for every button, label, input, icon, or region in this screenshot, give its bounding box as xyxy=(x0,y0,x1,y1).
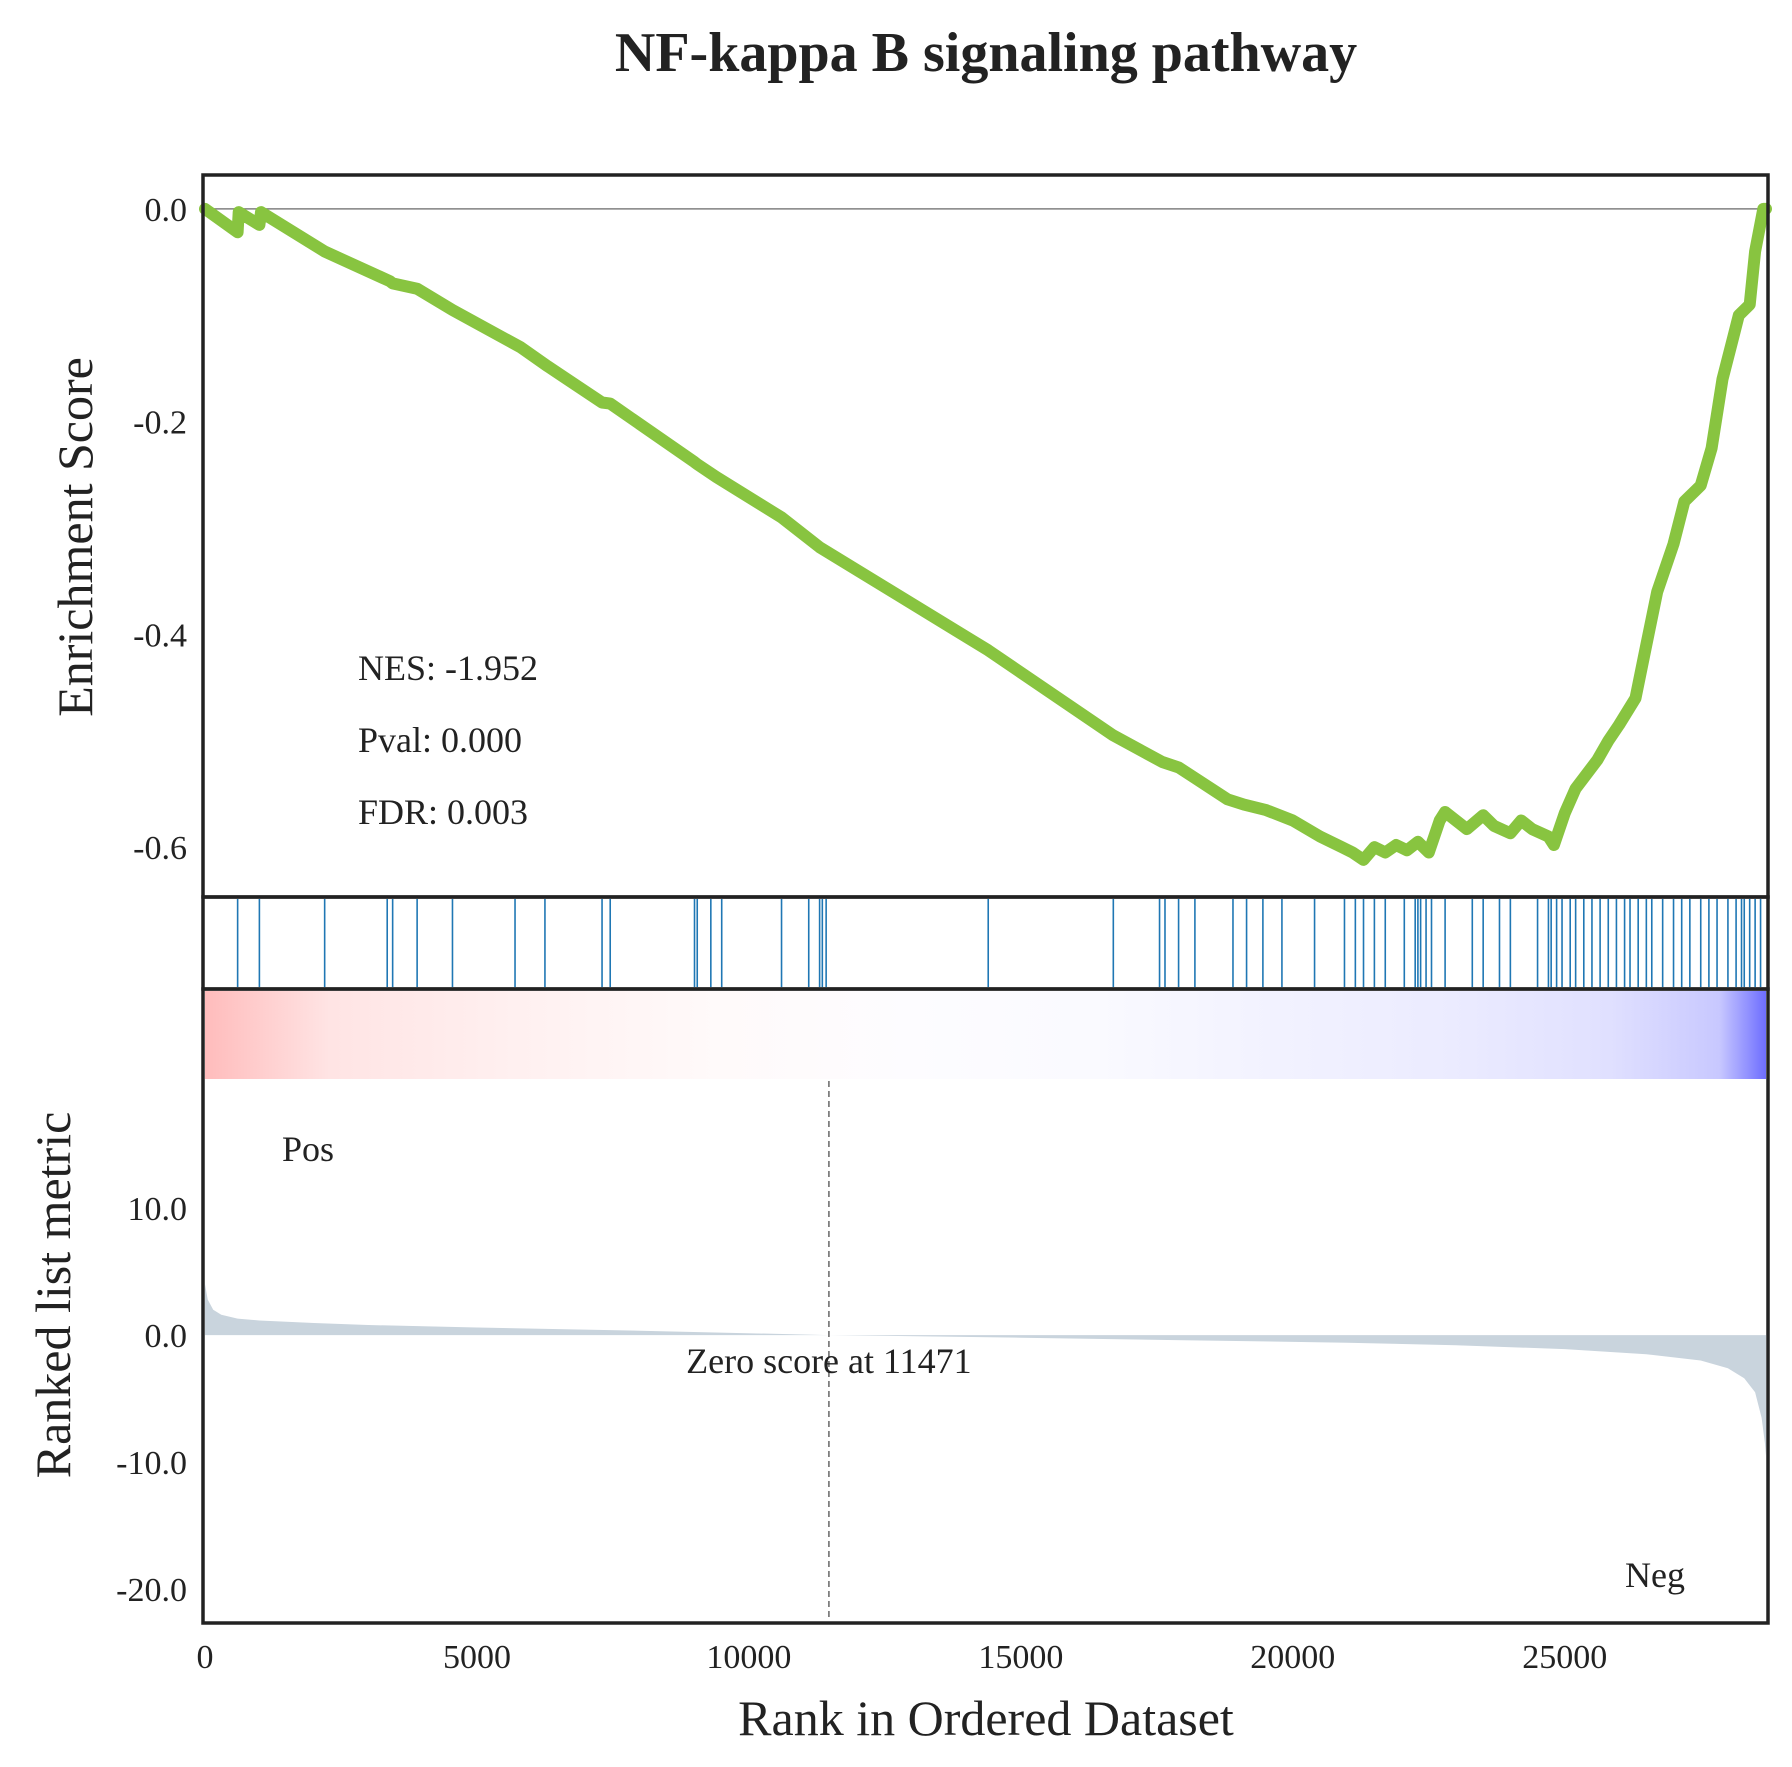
pos-label: Pos xyxy=(282,1129,334,1169)
x-tick-label: 15000 xyxy=(978,1639,1063,1676)
pval-text: Pval: 0.000 xyxy=(358,720,522,760)
metric-ylabel: Ranked list metric xyxy=(25,1112,81,1479)
metric-ytick-label: 0.0 xyxy=(145,1318,188,1355)
fdr-text: FDR: 0.003 xyxy=(358,792,528,832)
neg-label: Neg xyxy=(1625,1555,1685,1595)
enrichment-score-line xyxy=(199,202,1772,866)
ranked-metric-area xyxy=(205,1284,1766,1456)
x-tick-label: 10000 xyxy=(706,1639,791,1676)
x-tick-label: 0 xyxy=(197,1639,214,1676)
enrichment-panel: 0.0-0.2-0.4-0.6 NES: -1.952 Pval: 0.000 … xyxy=(47,173,1772,899)
metric-panel: Zero score at 11471 Pos Neg 10.0 0.0 -10.0… xyxy=(25,1081,1766,1621)
chart-title: NF-kappa B signaling pathway xyxy=(615,22,1357,84)
metric-frame xyxy=(201,987,1770,1625)
metric-ytick-label: -10.0 xyxy=(116,1445,187,1482)
hits-frame xyxy=(201,895,1770,991)
x-axis-label: Rank in Ordered Dataset xyxy=(738,1690,1234,1746)
enrichment-ylabel: Enrichment Score xyxy=(47,357,103,717)
zero-score-label: Zero score at 11471 xyxy=(686,1341,972,1381)
x-tick-label: 25000 xyxy=(1522,1639,1607,1676)
enrichment-frame xyxy=(201,173,1770,899)
metric-ytick-label: 10.0 xyxy=(128,1191,188,1228)
nes-text: NES: -1.952 xyxy=(358,648,538,688)
enrichment-ytick-label: -0.6 xyxy=(133,830,187,867)
x-tick-label: 20000 xyxy=(1250,1639,1335,1676)
metric-ytick-label: -20.0 xyxy=(116,1572,187,1609)
enrichment-ytick-label: -0.2 xyxy=(133,405,187,442)
x-tick-label: 5000 xyxy=(443,1639,511,1676)
rank-gradient-bar xyxy=(205,991,1766,1079)
hits-panel xyxy=(201,895,1770,991)
enrichment-ytick-label: -0.4 xyxy=(133,617,187,654)
enrichment-ytick-label: 0.0 xyxy=(145,192,188,229)
